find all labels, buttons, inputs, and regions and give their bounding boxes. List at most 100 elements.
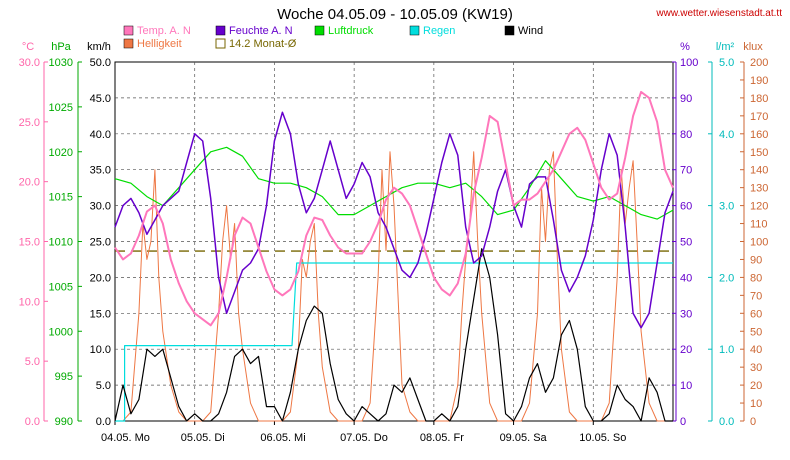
tick-label-light: 160 xyxy=(750,129,768,141)
series-line-humidity xyxy=(114,111,674,329)
legend-swatch xyxy=(409,25,420,36)
tick-label-temp: 30.0 xyxy=(19,57,40,69)
tick-label-pressure: 990 xyxy=(55,416,73,428)
tick-label-light: 170 xyxy=(750,111,768,123)
series-line-pressure xyxy=(114,146,674,220)
legend-label: Helligkeit xyxy=(137,38,182,50)
x-tick-label: 05.05. Di xyxy=(181,432,225,444)
legend-swatch xyxy=(215,38,226,49)
tick-label-wind: 25.0 xyxy=(90,237,111,249)
series-line-rain xyxy=(115,262,673,422)
tick-label-light: 140 xyxy=(750,165,768,177)
tick-label-light: 130 xyxy=(750,183,768,195)
legend-label: Wind xyxy=(518,25,543,37)
tick-label-temp: 20.0 xyxy=(19,177,40,189)
tick-label-humidity: 20 xyxy=(680,344,692,356)
website-link[interactable]: www.wetter.wiesenstadt.at.tt xyxy=(656,8,782,19)
tick-label-light: 190 xyxy=(750,75,768,87)
tick-label-wind: 45.0 xyxy=(90,93,111,105)
tick-label-humidity: 40 xyxy=(680,272,692,284)
tick-label-light: 150 xyxy=(750,147,768,159)
axis-unit-rain: l/m² xyxy=(716,41,735,53)
axis-unit-pressure: hPa xyxy=(51,41,71,53)
tick-label-humidity: 90 xyxy=(680,93,692,105)
tick-label-humidity: 80 xyxy=(680,129,692,141)
tick-label-light: 20 xyxy=(750,380,762,392)
tick-label-humidity: 0 xyxy=(680,416,686,428)
x-tick-label: 06.05. Mi xyxy=(260,432,305,444)
chart-title: Woche 04.05.09 - 10.05.09 (KW19) xyxy=(277,6,513,23)
axis-unit-wind: km/h xyxy=(87,41,111,53)
legend-label: Temp. A. N xyxy=(137,25,191,37)
tick-label-wind: 10.0 xyxy=(90,344,111,356)
tick-label-rain: 1.0 xyxy=(719,344,734,356)
tick-label-humidity: 100 xyxy=(680,57,698,69)
tick-label-pressure: 1010 xyxy=(49,237,73,249)
tick-label-temp: 0.0 xyxy=(25,416,40,428)
tick-label-rain: 5.0 xyxy=(719,57,734,69)
series-line-light xyxy=(115,151,673,422)
tick-label-light: 200 xyxy=(750,57,768,69)
legend-label: 14.2 Monat-Ø xyxy=(229,38,297,50)
tick-label-humidity: 70 xyxy=(680,165,692,177)
tick-label-pressure: 1000 xyxy=(49,326,73,338)
x-tick-label: 04.05. Mo xyxy=(101,432,150,444)
tick-label-light: 0 xyxy=(750,416,756,428)
tick-label-rain: 0.0 xyxy=(719,416,734,428)
tick-label-humidity: 60 xyxy=(680,201,692,213)
x-tick-label: 07.05. Do xyxy=(340,432,388,444)
tick-label-light: 80 xyxy=(750,272,762,284)
tick-label-wind: 35.0 xyxy=(90,165,111,177)
tick-label-light: 10 xyxy=(750,398,762,410)
tick-label-light: 180 xyxy=(750,93,768,105)
tick-label-light: 120 xyxy=(750,201,768,213)
tick-label-wind: 0.0 xyxy=(96,416,111,428)
tick-label-light: 100 xyxy=(750,237,768,249)
tick-label-pressure: 1025 xyxy=(49,102,73,114)
legend-label: Luftdruck xyxy=(328,25,374,37)
tick-label-wind: 20.0 xyxy=(90,272,111,284)
x-tick-label: 10.05. So xyxy=(579,432,626,444)
tick-label-rain: 4.0 xyxy=(719,129,734,141)
tick-label-humidity: 10 xyxy=(680,380,692,392)
series-line-temp xyxy=(114,90,674,327)
x-tick-label: 09.05. Sa xyxy=(500,432,548,444)
tick-label-wind: 5.0 xyxy=(96,380,111,392)
series-line-wind xyxy=(114,248,673,422)
axis-unit-temp: °C xyxy=(22,41,34,53)
legend-label: Regen xyxy=(423,25,455,37)
tick-label-light: 50 xyxy=(750,326,762,338)
legend-swatch xyxy=(504,25,515,36)
tick-label-rain: 2.0 xyxy=(719,272,734,284)
tick-label-light: 30 xyxy=(750,362,762,374)
tick-label-wind: 30.0 xyxy=(90,201,111,213)
tick-label-temp: 25.0 xyxy=(19,117,40,129)
tick-label-wind: 15.0 xyxy=(90,308,111,320)
legend-label: Feuchte A. N xyxy=(229,25,293,37)
tick-label-light: 60 xyxy=(750,308,762,320)
tick-label-pressure: 1030 xyxy=(49,57,73,69)
tick-label-light: 110 xyxy=(750,219,768,231)
x-tick-label: 08.05. Fr xyxy=(420,432,464,444)
tick-label-temp: 5.0 xyxy=(25,356,40,368)
tick-label-temp: 10.0 xyxy=(19,296,40,308)
legend-swatch xyxy=(123,38,134,49)
legend-swatch xyxy=(215,25,226,36)
tick-label-humidity: 30 xyxy=(680,308,692,320)
tick-label-pressure: 995 xyxy=(55,371,73,383)
axis-unit-light: klux xyxy=(743,41,763,53)
tick-label-rain: 3.0 xyxy=(719,201,734,213)
tick-label-pressure: 1005 xyxy=(49,281,73,293)
axis-unit-humidity: % xyxy=(680,41,690,53)
tick-label-light: 70 xyxy=(750,290,762,302)
tick-label-wind: 50.0 xyxy=(90,57,111,69)
tick-label-pressure: 1020 xyxy=(49,147,73,159)
tick-label-humidity: 50 xyxy=(680,237,692,249)
tick-label-light: 40 xyxy=(750,344,762,356)
legend-swatch xyxy=(123,25,134,36)
legend-swatch xyxy=(314,25,325,36)
tick-label-light: 90 xyxy=(750,254,762,266)
tick-label-wind: 40.0 xyxy=(90,129,111,141)
tick-label-temp: 15.0 xyxy=(19,237,40,249)
